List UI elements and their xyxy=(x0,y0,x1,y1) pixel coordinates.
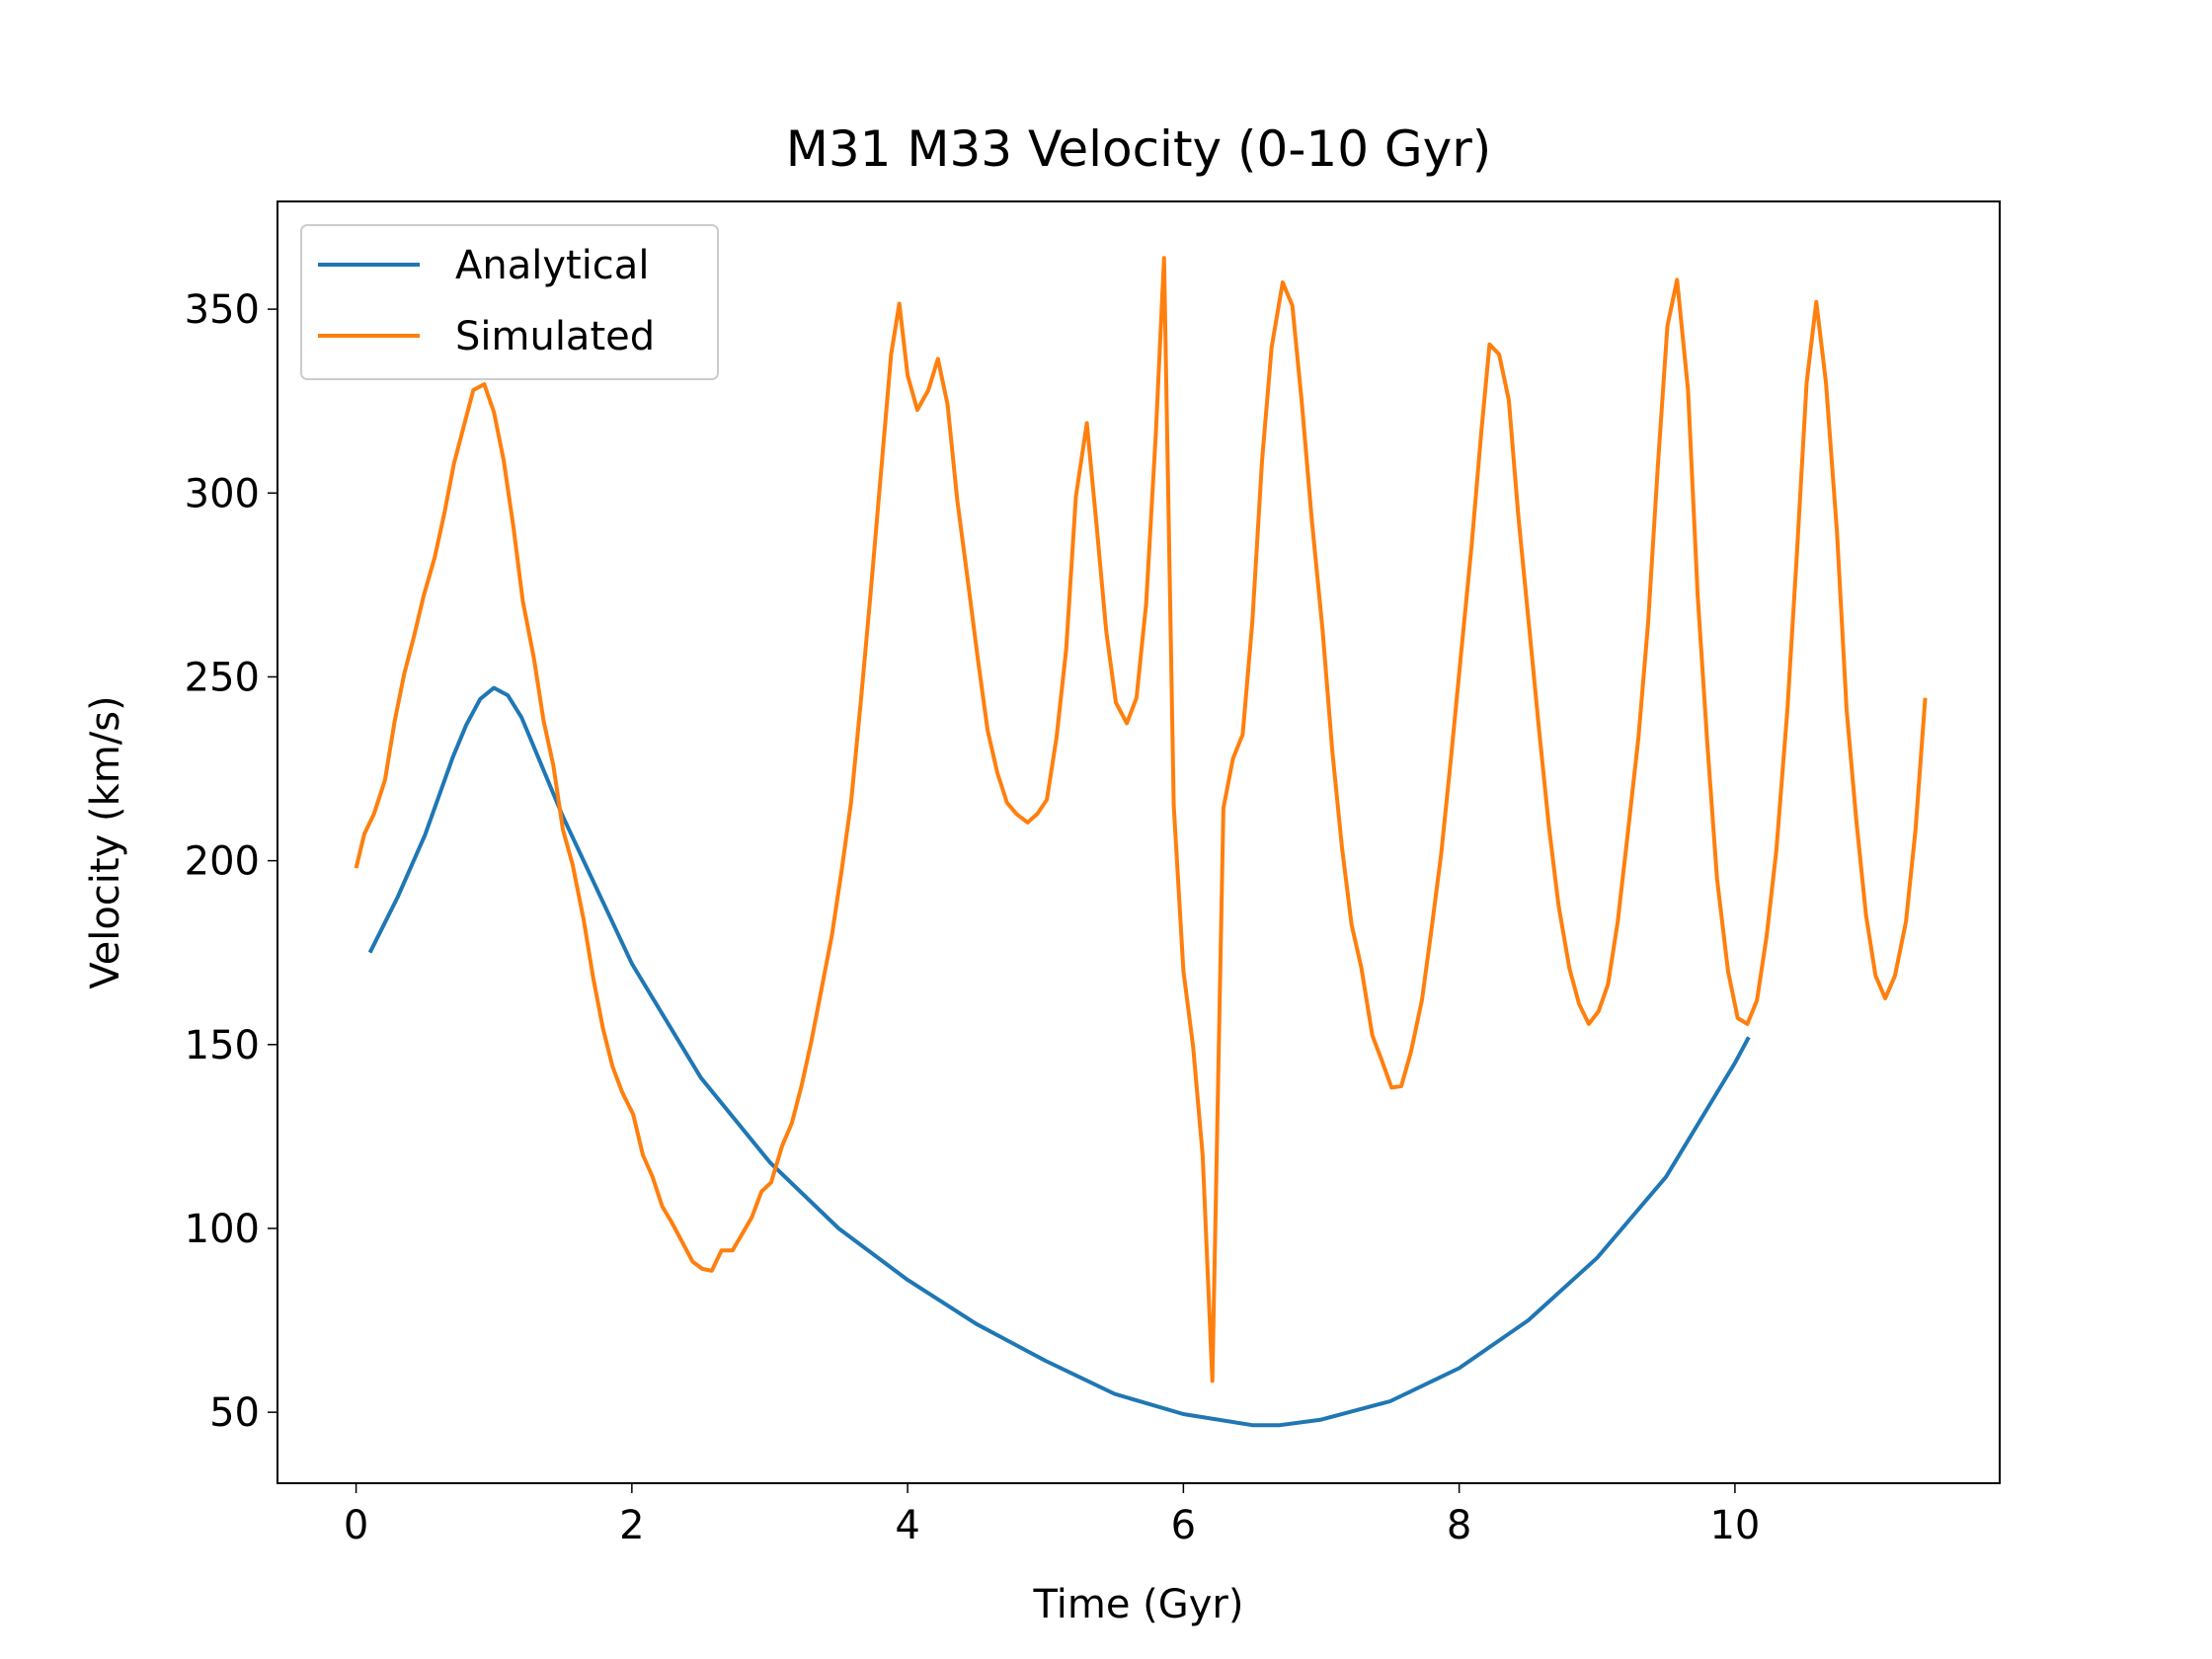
chart-title: M31 M33 Velocity (0-10 Gyr) xyxy=(786,120,1492,178)
x-tick-label: 2 xyxy=(619,1503,644,1548)
plot-frame xyxy=(276,200,2001,1484)
x-axis-label: Time (Gyr) xyxy=(1033,1582,1244,1627)
x-tick-label: 6 xyxy=(1171,1503,1196,1548)
y-tick-label: 50 xyxy=(209,1390,260,1436)
x-tick-label: 4 xyxy=(895,1503,919,1548)
y-tick-label: 100 xyxy=(185,1207,260,1252)
y-tick-label: 350 xyxy=(185,287,260,333)
y-axis-label: Velocity (km/s) xyxy=(83,695,128,988)
series-line xyxy=(367,685,1751,1428)
legend-label: Analytical xyxy=(455,243,649,288)
y-tick-label: 150 xyxy=(185,1023,260,1068)
y-tick-label: 200 xyxy=(185,839,260,885)
y-tick-label: 300 xyxy=(185,471,260,516)
legend-label: Simulated xyxy=(455,314,655,359)
series-line xyxy=(354,256,1928,1383)
x-tick-label: 8 xyxy=(1447,1503,1471,1548)
x-tick-label: 10 xyxy=(1709,1503,1760,1548)
y-tick-label: 250 xyxy=(185,655,260,700)
x-tick-label: 0 xyxy=(344,1503,368,1548)
